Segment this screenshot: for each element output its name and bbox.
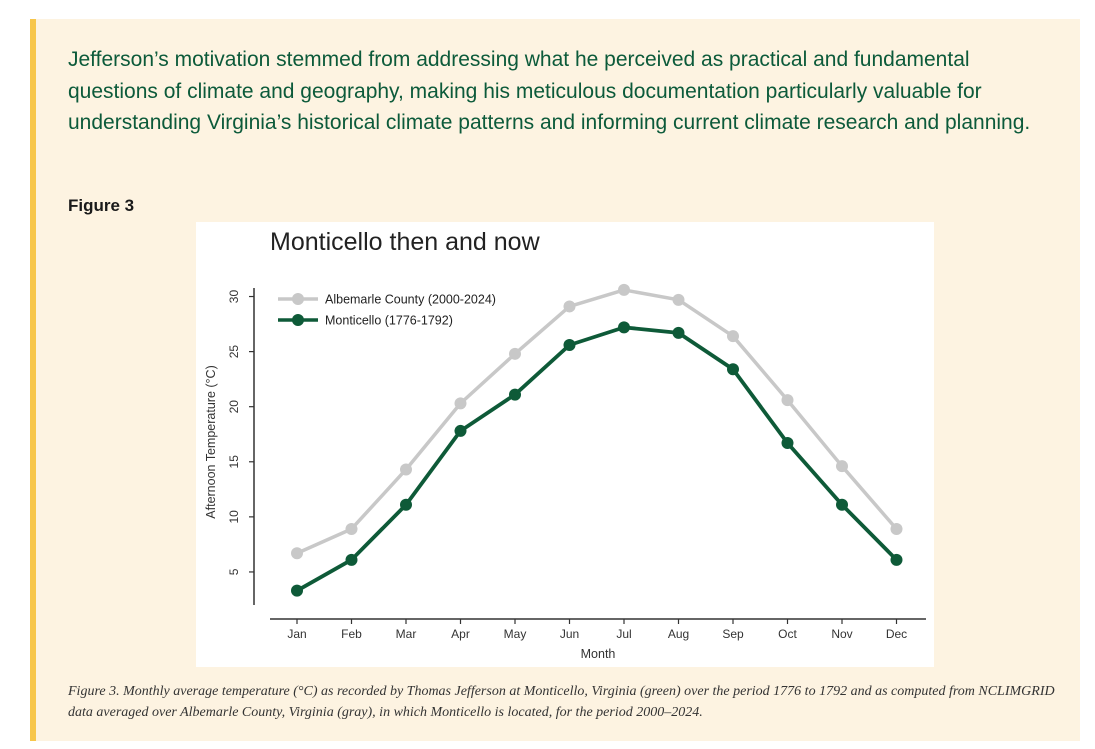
intro-paragraph: Jefferson’s motivation stemmed from addr…: [68, 48, 1031, 134]
data-point: [454, 397, 467, 410]
data-point: [781, 394, 794, 407]
x-tick-label: Jul: [616, 627, 631, 641]
x-tick-label: Oct: [778, 627, 797, 641]
figure-label: Figure 3: [68, 196, 135, 215]
y-tick-label: 25: [227, 345, 241, 359]
legend-label: Albemarle County (2000-2024): [325, 293, 496, 307]
data-point: [618, 283, 630, 296]
data-point: [836, 460, 848, 473]
figure-caption: Figure 3. Monthly average temperature (°…: [68, 684, 1055, 720]
data-point: [400, 498, 412, 511]
data-point: [672, 326, 685, 339]
data-point: [727, 330, 739, 343]
data-point: [400, 463, 412, 476]
x-tick-label: Dec: [886, 627, 907, 641]
data-point: [509, 388, 521, 401]
y-tick-label: 10: [227, 510, 241, 524]
x-tick-label: Aug: [668, 627, 689, 641]
y-tick-label: 20: [227, 400, 241, 414]
data-point: [781, 437, 794, 450]
x-tick-label: Jan: [287, 627, 306, 641]
x-tick-label: Feb: [341, 627, 362, 641]
x-tick-label: May: [504, 627, 527, 641]
data-point: [672, 293, 685, 306]
x-tick-label: Jun: [560, 627, 579, 641]
data-point: [890, 553, 903, 566]
data-point: [291, 584, 303, 597]
series-line: [296, 325, 898, 593]
data-point: [890, 522, 903, 535]
y-tick-label: 15: [227, 455, 241, 469]
data-point: [345, 522, 358, 535]
data-point: [345, 553, 358, 566]
x-axis-label: Month: [581, 647, 616, 661]
chart-container: Monticello then and now 5 10 15 20 25 30 Jan Fe…: [196, 222, 934, 667]
data-point: [563, 339, 576, 351]
legend-label: Monticello (1776-1792): [325, 314, 453, 328]
data-point: [454, 424, 467, 437]
x-tick-label: Sep: [722, 627, 744, 641]
data-point: [563, 300, 576, 313]
y-tick-label: 30: [227, 290, 241, 304]
x-tick-label: Mar: [396, 627, 417, 641]
x-tick-label: Apr: [451, 627, 470, 641]
data-point: [291, 547, 303, 560]
legend-marker: [292, 314, 304, 326]
series-line: [296, 288, 898, 555]
chart-title: Monticello then and now: [270, 228, 541, 256]
legend-marker: [292, 293, 304, 305]
data-point: [509, 347, 521, 360]
x-tick-label: Nov: [831, 627, 852, 641]
temperature-chart: Monticello then and now 5 10 15 20 25 30 Jan Fe…: [204, 228, 926, 661]
y-tick-label: 5: [227, 568, 241, 575]
data-point: [727, 363, 739, 376]
data-point: [618, 321, 630, 334]
accent-bar: [30, 19, 36, 741]
data-point: [836, 498, 848, 511]
y-axis-label: Afternoon Temperature (°C): [204, 365, 218, 518]
